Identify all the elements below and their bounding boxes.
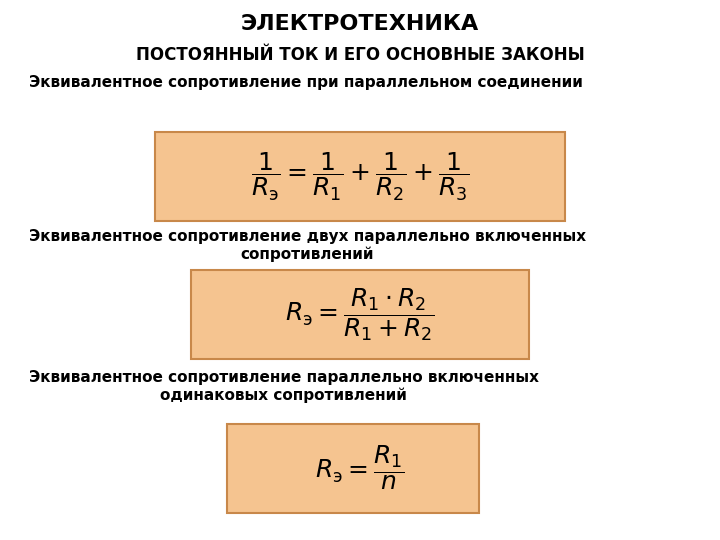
Text: $R_{\mathregular{э}} = \dfrac{R_1 \cdot R_2}{R_1 + R_2}$: $R_{\mathregular{э}} = \dfrac{R_1 \cdot …	[285, 286, 435, 343]
Text: ПОСТОЯННЫЙ ТОК И ЕГО ОСНОВНЫЕ ЗАКОНЫ: ПОСТОЯННЫЙ ТОК И ЕГО ОСНОВНЫЕ ЗАКОНЫ	[135, 46, 585, 64]
Text: ЭЛЕКТРОТЕХНИКА: ЭЛЕКТРОТЕХНИКА	[241, 14, 479, 33]
Text: Эквивалентное сопротивление параллельно включенных
одинаковых сопротивлений: Эквивалентное сопротивление параллельно …	[29, 370, 539, 403]
Text: Эквивалентное сопротивление двух параллельно включенных
сопротивлений: Эквивалентное сопротивление двух паралле…	[29, 230, 586, 262]
Text: $\dfrac{1}{R_{\mathregular{э}}} = \dfrac{1}{R_1} + \dfrac{1}{R_2} + \dfrac{1}{R_: $\dfrac{1}{R_{\mathregular{э}}} = \dfrac…	[251, 151, 469, 203]
FancyBboxPatch shape	[155, 132, 565, 221]
Text: Эквивалентное сопротивление при параллельном соединении: Эквивалентное сопротивление при параллел…	[29, 75, 582, 90]
FancyBboxPatch shape	[191, 270, 529, 359]
Text: $R_{\mathregular{э}} = \dfrac{R_1}{n}$: $R_{\mathregular{э}} = \dfrac{R_1}{n}$	[315, 444, 405, 492]
FancyBboxPatch shape	[227, 424, 479, 513]
